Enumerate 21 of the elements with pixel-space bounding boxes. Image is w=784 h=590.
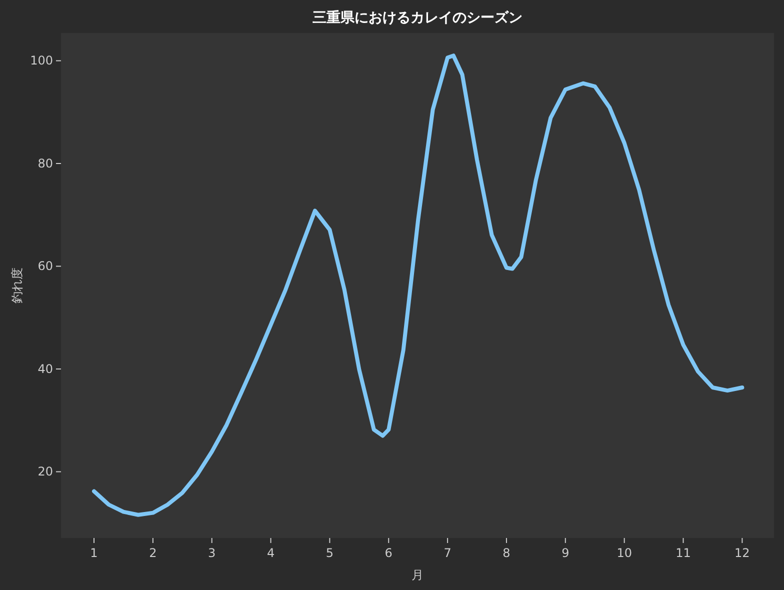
y-tick-label: 60 — [38, 259, 53, 274]
x-tick-label: 3 — [208, 546, 216, 560]
y-tick-label: 80 — [38, 156, 53, 170]
y-tick-label: 20 — [38, 464, 53, 479]
x-tick-label: 4 — [266, 546, 275, 560]
x-tick-label: 5 — [326, 546, 334, 560]
x-tick-label: 8 — [502, 546, 510, 560]
x-tick-label: 7 — [444, 546, 452, 560]
x-tick-label: 11 — [676, 546, 691, 560]
chart-title: 三重県におけるカレイのシーズン — [312, 10, 522, 26]
line-series — [92, 54, 744, 517]
x-tick-label: 12 — [734, 546, 750, 560]
x-tick-label: 2 — [149, 546, 157, 560]
x-axis-title: 月 — [412, 568, 424, 582]
y-tick-label: 100 — [30, 54, 53, 68]
y-axis-title: 釣れ度 — [10, 268, 24, 304]
x-tick-label: 10 — [616, 546, 632, 560]
x-tick-label: 1 — [90, 546, 98, 560]
x-tick-label: 9 — [562, 546, 570, 560]
x-tick-label: 6 — [384, 546, 392, 560]
y-tick-label: 40 — [38, 362, 53, 376]
